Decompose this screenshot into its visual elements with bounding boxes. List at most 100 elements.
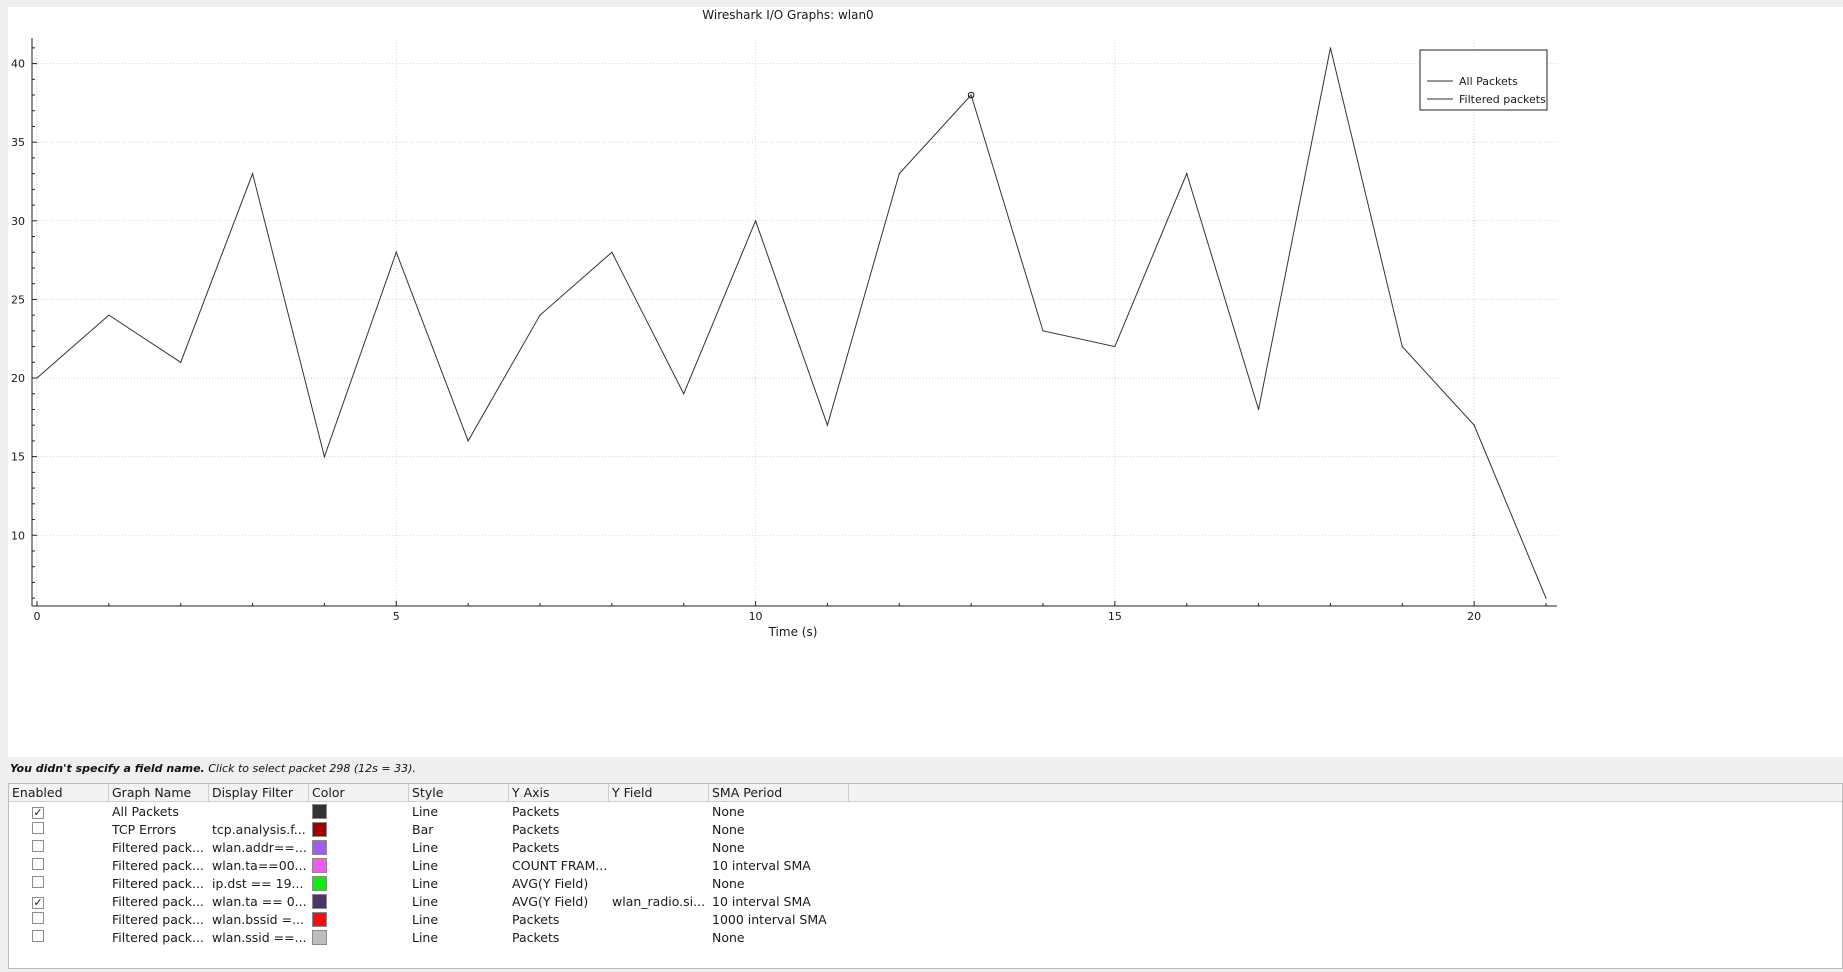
- column-header[interactable]: Style: [409, 784, 509, 801]
- graph-name-cell[interactable]: TCP Errors: [112, 821, 177, 837]
- enabled-checkbox[interactable]: [32, 821, 44, 834]
- y-axis-cell[interactable]: Packets: [512, 839, 560, 855]
- hint-bold: You didn't specify a field name.: [10, 762, 205, 775]
- graph-name-cell[interactable]: Filtered pack...: [112, 839, 204, 855]
- style-cell[interactable]: Line: [412, 875, 439, 891]
- io-graph-plot-area[interactable]: Wireshark I/O Graphs: wlan0 10 15 20 25 30 35…: [8, 7, 1843, 757]
- color-swatch[interactable]: [312, 822, 327, 837]
- y-axis-cell[interactable]: COUNT FRAM...: [512, 857, 608, 873]
- sma-period-cell[interactable]: None: [712, 875, 745, 891]
- color-cell[interactable]: [309, 803, 409, 819]
- y-axis-cell[interactable]: AVG(Y Field): [512, 875, 589, 891]
- graph-name-cell[interactable]: Filtered pack...: [112, 857, 204, 873]
- enabled-cell: [9, 929, 109, 945]
- display-filter-cell[interactable]: wlan.ssid ==...: [212, 929, 307, 945]
- sma-period-cell[interactable]: 1000 interval SMA: [712, 911, 827, 927]
- sma-period-cell[interactable]: 10 interval SMA: [712, 857, 811, 873]
- style-cell[interactable]: Line: [412, 929, 439, 945]
- enabled-cell: [9, 857, 109, 873]
- chart-title: Wireshark I/O Graphs: wlan0: [702, 8, 873, 22]
- sma-period-cell[interactable]: None: [712, 821, 745, 837]
- sma-period-cell[interactable]: None: [712, 839, 745, 855]
- style-cell[interactable]: Line: [412, 893, 439, 909]
- style-cell[interactable]: Line: [412, 839, 439, 855]
- enabled-checkbox[interactable]: [32, 929, 44, 942]
- color-cell[interactable]: [309, 929, 409, 945]
- y-tick-label: 30: [11, 215, 25, 228]
- graphs-table[interactable]: Enabled Graph Name Display Filter Color Styl…: [8, 783, 1843, 969]
- column-header[interactable]: Color: [309, 784, 409, 801]
- color-swatch[interactable]: [312, 858, 327, 873]
- y-tick-label: 40: [11, 58, 25, 71]
- column-header[interactable]: Display Filter: [209, 784, 309, 801]
- sma-period-cell[interactable]: 10 interval SMA: [712, 893, 811, 909]
- y-axis-cell[interactable]: Packets: [512, 911, 560, 927]
- graph-name-cell[interactable]: Filtered pack...: [112, 893, 204, 909]
- table-row[interactable]: TCP Errors tcp.analysis.f... Bar Packets Non…: [9, 820, 1842, 838]
- style-cell[interactable]: Line: [412, 911, 439, 927]
- enabled-checkbox[interactable]: ✓: [32, 895, 44, 909]
- enabled-checkbox[interactable]: [32, 911, 44, 924]
- data-point: [826, 424, 829, 426]
- enabled-checkbox[interactable]: ✓: [32, 805, 44, 819]
- enabled-checkbox[interactable]: [32, 839, 44, 852]
- table-row[interactable]: Filtered pack... wlan.ssid ==... Line Packe…: [9, 928, 1842, 946]
- table-body: ✓ All Packets Line Packets None TCP Errors tcp…: [9, 802, 1842, 946]
- style-cell[interactable]: Line: [412, 803, 439, 819]
- data-point: [754, 220, 757, 222]
- table-row[interactable]: ✓ Filtered pack... wlan.ta == 0... Line AVG(…: [9, 892, 1842, 910]
- table-row[interactable]: Filtered pack... wlan.bssid =... Line Packe…: [9, 910, 1842, 928]
- column-header[interactable]: Graph Name: [109, 784, 209, 801]
- display-filter-cell[interactable]: wlan.ta == 0...: [212, 893, 307, 909]
- sma-period-cell[interactable]: None: [712, 929, 745, 945]
- color-cell[interactable]: [309, 857, 409, 873]
- column-header[interactable]: Y Field: [609, 784, 709, 801]
- highlight-point-marker: [967, 91, 975, 99]
- graph-name-cell[interactable]: Filtered pack...: [112, 911, 204, 927]
- data-point: [1473, 424, 1475, 426]
- color-cell[interactable]: [309, 875, 409, 891]
- enabled-checkbox[interactable]: [32, 875, 44, 888]
- io-graph-chart[interactable]: Wireshark I/O Graphs: wlan0 10 15 20 25 30 35…: [8, 7, 1843, 757]
- color-swatch[interactable]: [312, 840, 327, 855]
- column-header[interactable]: Enabled: [9, 784, 109, 801]
- y-tick-label: 35: [11, 136, 25, 149]
- color-cell[interactable]: [309, 821, 409, 837]
- enabled-checkbox[interactable]: [32, 857, 44, 870]
- graph-name-cell[interactable]: Filtered pack...: [112, 929, 204, 945]
- table-row[interactable]: Filtered pack... wlan.addr==... Line Packet…: [9, 838, 1842, 856]
- color-swatch[interactable]: [312, 912, 327, 927]
- color-swatch[interactable]: [312, 876, 327, 891]
- color-swatch[interactable]: [312, 930, 327, 945]
- sma-period-cell[interactable]: None: [712, 803, 745, 819]
- y-axis-cell[interactable]: AVG(Y Field): [512, 893, 589, 909]
- color-cell[interactable]: [309, 893, 409, 909]
- color-swatch[interactable]: [312, 804, 327, 819]
- display-filter-cell[interactable]: ip.dst == 19...: [212, 875, 304, 891]
- table-row[interactable]: Filtered pack... ip.dst == 19... Line AVG(Y…: [9, 874, 1842, 892]
- color-swatch[interactable]: [312, 894, 327, 909]
- display-filter-cell[interactable]: wlan.ta==00...: [212, 857, 307, 873]
- y-axis-cell[interactable]: Packets: [512, 803, 560, 819]
- graph-name-cell[interactable]: All Packets: [112, 803, 179, 819]
- axes: 10 15 20 25 30 35 40 0 5 10 15 20: [11, 38, 1557, 623]
- y-field-cell[interactable]: wlan_radio.si...: [612, 893, 706, 909]
- color-cell[interactable]: [309, 911, 409, 927]
- style-cell[interactable]: Line: [412, 857, 439, 873]
- display-filter-cell[interactable]: wlan.bssid =...: [212, 911, 304, 927]
- table-row[interactable]: ✓ All Packets Line Packets None: [9, 802, 1842, 820]
- data-point: [467, 440, 469, 442]
- legend: All Packets Filtered packets: [1419, 49, 1548, 111]
- y-axis-cell[interactable]: Packets: [512, 929, 560, 945]
- column-header[interactable]: Y Axis: [509, 784, 609, 801]
- data-point: [251, 173, 254, 175]
- y-axis-cell[interactable]: Packets: [512, 821, 560, 837]
- data-point: [898, 173, 900, 175]
- graph-name-cell[interactable]: Filtered pack...: [112, 875, 204, 891]
- column-header[interactable]: SMA Period: [709, 784, 849, 801]
- table-row[interactable]: Filtered pack... wlan.ta==00... Line COUNT …: [9, 856, 1842, 874]
- style-cell[interactable]: Bar: [412, 821, 434, 837]
- display-filter-cell[interactable]: tcp.analysis.f...: [212, 821, 306, 837]
- display-filter-cell[interactable]: wlan.addr==...: [212, 839, 307, 855]
- color-cell[interactable]: [309, 839, 409, 855]
